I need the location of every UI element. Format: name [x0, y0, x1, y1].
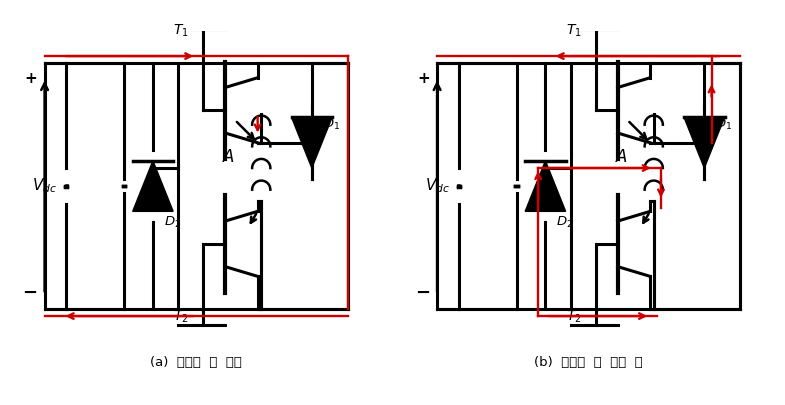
Text: $D_2$: $D_2$: [557, 215, 573, 230]
Text: $D_1$: $D_1$: [323, 117, 340, 132]
Text: $T_2$: $T_2$: [173, 309, 189, 325]
Polygon shape: [133, 161, 173, 211]
Text: $A$: $A$: [615, 148, 628, 166]
Text: +: +: [417, 70, 430, 85]
Text: (a)  스위치  턴  온시: (a) 스위치 턴 온시: [150, 356, 243, 369]
Text: $T_1$: $T_1$: [566, 22, 582, 39]
Polygon shape: [291, 117, 332, 168]
Polygon shape: [525, 161, 566, 211]
Text: $D_1$: $D_1$: [715, 117, 732, 132]
Text: $T_1$: $T_1$: [173, 22, 189, 39]
Text: −: −: [414, 284, 430, 302]
Text: $T_2$: $T_2$: [566, 309, 582, 325]
Text: +: +: [24, 70, 38, 85]
Text: $V_{dc}$: $V_{dc}$: [425, 177, 450, 196]
Text: $A$: $A$: [222, 148, 235, 166]
Text: −: −: [22, 284, 38, 302]
Text: (b)  스위치  턴  오프  시: (b) 스위치 턴 오프 시: [535, 356, 643, 369]
Text: $V_{dc}$: $V_{dc}$: [32, 177, 57, 196]
Text: $D_2$: $D_2$: [164, 215, 181, 230]
Polygon shape: [684, 117, 725, 168]
